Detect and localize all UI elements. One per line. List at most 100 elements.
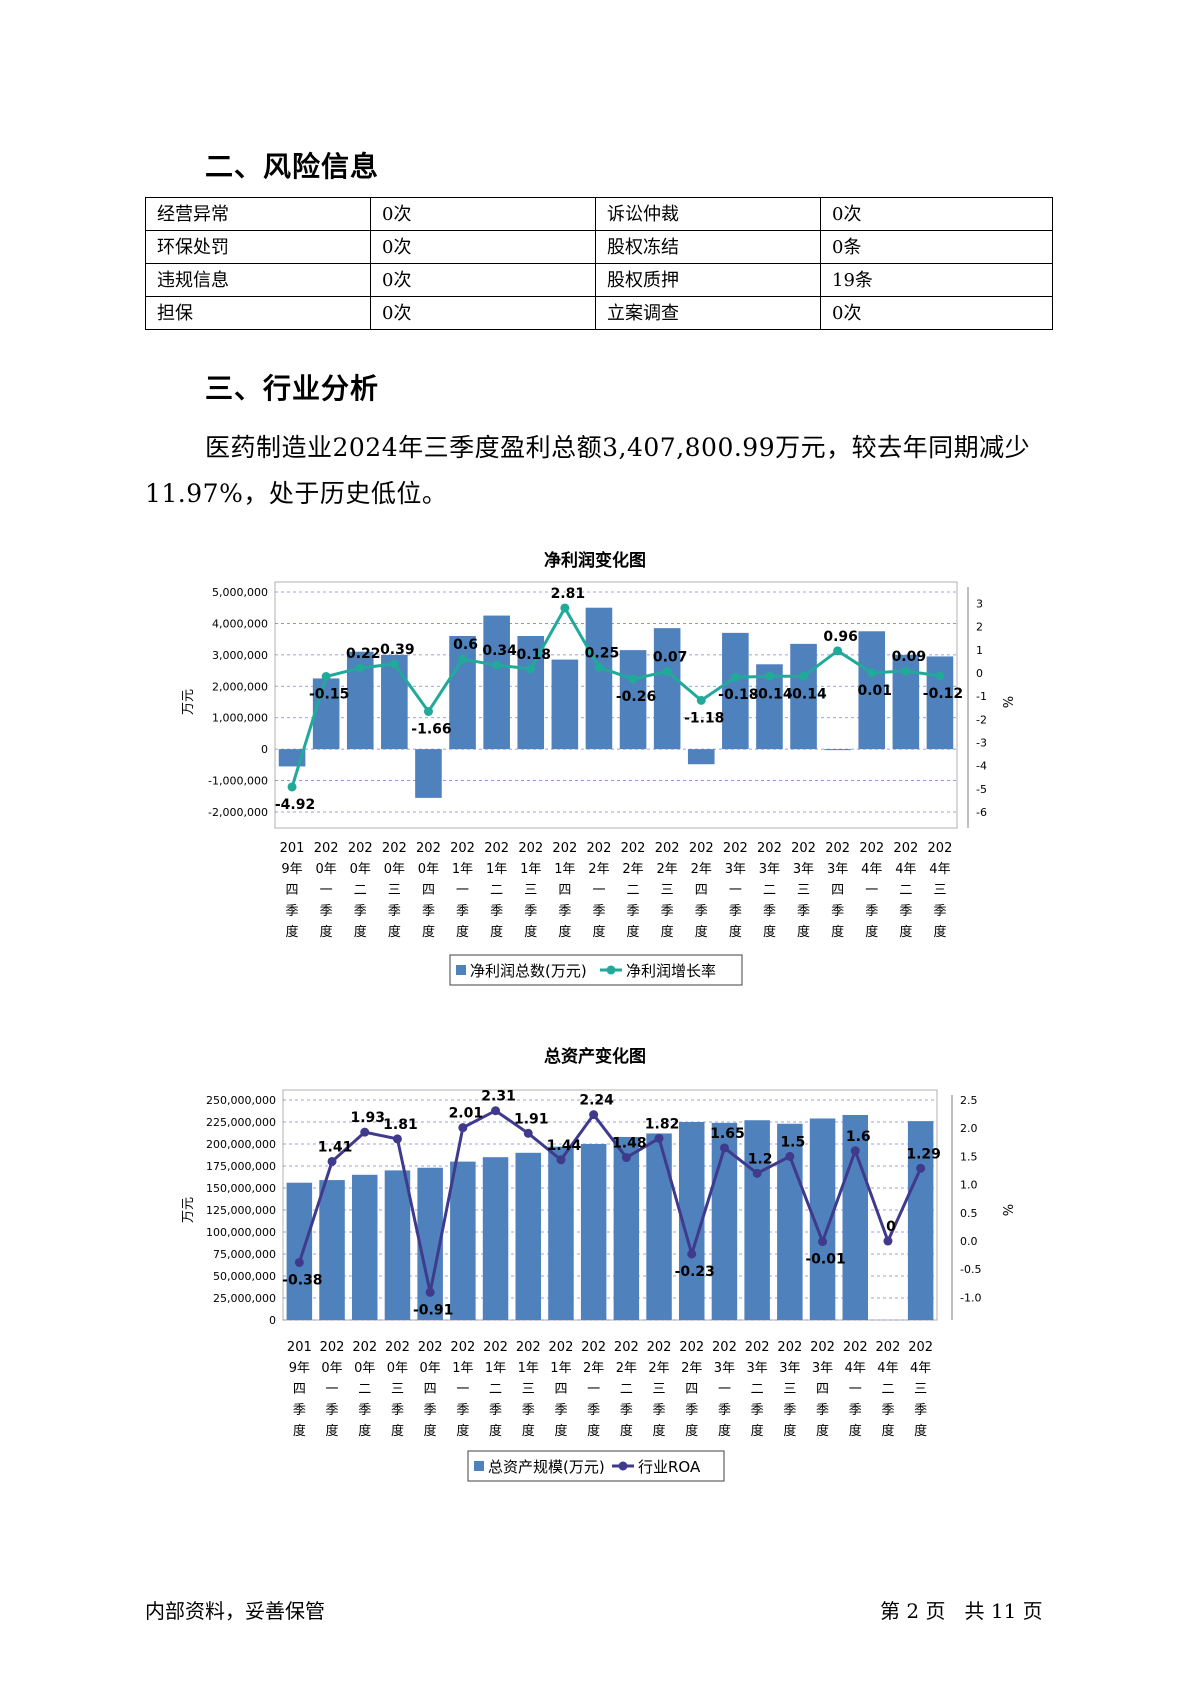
bar xyxy=(926,656,954,750)
data-label: -0.23 xyxy=(675,1264,715,1280)
data-label: 2.81 xyxy=(551,586,586,602)
x-tick-label: 四 xyxy=(816,1382,829,1397)
x-tick-label: 202 xyxy=(382,841,407,856)
x-tick-label: 202 xyxy=(518,841,543,856)
x-tick-label: 度 xyxy=(653,1423,666,1439)
data-label: 0.22 xyxy=(346,646,381,662)
x-tick-label: 201 xyxy=(287,1340,312,1355)
data-label: 1.91 xyxy=(514,1111,549,1127)
x-tick-label: 202 xyxy=(552,841,577,856)
line-point xyxy=(752,1168,762,1178)
bar xyxy=(482,1157,509,1320)
x-tick-label: 四 xyxy=(558,883,571,898)
legend-bar-label: 总资产规模(万元) xyxy=(488,1458,605,1476)
x-tick-label: 1年 xyxy=(550,1361,571,1376)
bar xyxy=(483,615,510,750)
data-label: -1.66 xyxy=(411,721,451,737)
line-point xyxy=(916,1163,926,1173)
data-label: 1.41 xyxy=(318,1139,353,1155)
x-tick-label: 0年 xyxy=(384,862,405,877)
x-tick-label: 季 xyxy=(627,904,640,919)
x-tick-label: 季 xyxy=(320,904,333,919)
table-cell: 0次 xyxy=(820,197,1053,231)
y-tick-label: 150,000,000 xyxy=(206,1182,276,1195)
y2-tick-label: 1.0 xyxy=(960,1179,978,1192)
x-tick-label: 度 xyxy=(783,1423,796,1439)
y-tick-label: 50,000,000 xyxy=(213,1270,276,1283)
x-tick-label: 季 xyxy=(620,1403,633,1418)
x-tick-label: 度 xyxy=(587,1423,600,1439)
data-label: -0.38 xyxy=(282,1272,322,1288)
x-tick-label: 0年 xyxy=(418,862,439,877)
x-tick-label: 季 xyxy=(587,1403,600,1418)
x-tick-label: 1年 xyxy=(452,862,473,877)
data-label: -0.91 xyxy=(413,1302,453,1318)
x-tick-label: 202 xyxy=(859,841,884,856)
x-tick-label: 0年 xyxy=(420,1361,441,1376)
table-cell: 股权冻结 xyxy=(595,230,821,264)
y2-tick-label: 3 xyxy=(976,598,983,611)
y2-axis-title: % xyxy=(999,696,1014,708)
table-cell: 0次 xyxy=(370,197,596,231)
line-point xyxy=(423,706,433,716)
x-tick-label: 季 xyxy=(816,1403,829,1418)
industry-analysis-paragraph: 医药制造业2024年三季度盈利总额3,407,800.99万元，较去年同期减少1… xyxy=(145,433,1031,508)
x-tick-label: 季 xyxy=(661,904,674,919)
x-tick-label: 202 xyxy=(621,841,646,856)
section-title-risk: 二、风险信息 xyxy=(205,150,380,183)
data-label: 0.01 xyxy=(857,683,892,699)
bar xyxy=(722,632,749,750)
y-tick-label: 75,000,000 xyxy=(213,1248,276,1261)
x-tick-label: 度 xyxy=(865,924,878,940)
table-cell: 0条 xyxy=(820,230,1053,264)
bar xyxy=(858,631,886,750)
y2-tick-label: 2.5 xyxy=(960,1094,978,1107)
x-tick-label: 202 xyxy=(689,841,714,856)
x-tick-label: 度 xyxy=(293,1423,306,1439)
x-tick-label: 0年 xyxy=(321,1361,342,1376)
x-tick-label: 度 xyxy=(797,924,810,940)
x-tick-label: 二 xyxy=(489,1382,502,1397)
x-tick-label: 三 xyxy=(388,883,401,898)
x-tick-label: 季 xyxy=(718,1403,731,1418)
x-tick-label: 季 xyxy=(881,1403,894,1418)
section-title-industry: 三、行业分析 xyxy=(205,372,380,405)
bar xyxy=(286,1182,313,1320)
data-label: 1.82 xyxy=(645,1116,680,1132)
legend-bar-swatch xyxy=(456,965,466,975)
table-row: 环保处罚 0次 股权冻结 0条 xyxy=(145,230,1053,264)
legend-box xyxy=(467,1450,725,1482)
x-tick-label: 季 xyxy=(456,904,469,919)
x-tick-label: 一 xyxy=(456,1382,469,1397)
line-point xyxy=(594,662,604,672)
x-tick-label: 4年 xyxy=(929,862,950,877)
y-tick-label: 5,000,000 xyxy=(212,586,268,599)
x-tick-label: 季 xyxy=(783,1403,796,1418)
table-row: 经营异常 0次 诉讼仲裁 0次 xyxy=(145,197,1053,231)
data-label: -0.14 xyxy=(786,686,827,702)
table-row: 担保 0次 立案调查 0次 xyxy=(145,296,1053,330)
bar xyxy=(551,659,579,750)
table-cell: 违规信息 xyxy=(145,263,371,297)
line-point xyxy=(425,1287,435,1297)
bar xyxy=(381,654,408,750)
data-label: 2.01 xyxy=(449,1106,484,1122)
line-point xyxy=(321,672,331,682)
x-tick-label: 3年 xyxy=(714,1361,735,1376)
x-tick-label: 3年 xyxy=(747,1361,768,1376)
x-tick-label: 202 xyxy=(483,1340,508,1355)
x-tick-label: 202 xyxy=(416,841,441,856)
x-tick-label: 二 xyxy=(620,1382,633,1397)
x-tick-label: 度 xyxy=(490,924,503,940)
x-tick-label: 202 xyxy=(791,841,816,856)
footer-confidential: 内部资料，妥善保管 xyxy=(145,1599,325,1623)
data-label: 2.31 xyxy=(481,1089,516,1105)
x-tick-label: 202 xyxy=(516,1340,541,1355)
x-tick-label: 度 xyxy=(422,924,435,940)
x-tick-label: 四 xyxy=(286,883,299,898)
bar xyxy=(744,1120,770,1320)
table-cell: 担保 xyxy=(145,296,371,330)
x-tick-label: 4年 xyxy=(861,862,882,877)
x-tick-label: 9年 xyxy=(289,1361,310,1376)
x-tick-label: 季 xyxy=(388,904,401,919)
